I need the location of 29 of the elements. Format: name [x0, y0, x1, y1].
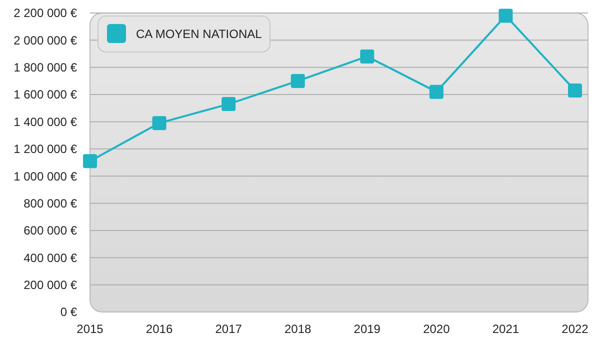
y-tick-label: 0 €	[60, 305, 78, 320]
y-tick-label: 1 000 000 €	[14, 169, 78, 184]
y-tick-label: 1 800 000 €	[14, 60, 78, 75]
y-tick-label: 2 000 000 €	[14, 33, 78, 48]
y-tick-label: 1 200 000 €	[14, 142, 78, 156]
point	[222, 97, 236, 112]
legend-label: CA MOYEN NATIONAL	[136, 27, 262, 42]
point	[83, 154, 97, 168]
x-tick-label: 2020	[423, 322, 450, 336]
x-tick-label: 2019	[354, 322, 381, 336]
point	[152, 116, 166, 130]
point	[429, 84, 444, 99]
y-tick-label: 1 400 000 €	[14, 114, 78, 129]
x-tick-label: 2015	[76, 322, 104, 336]
point	[290, 74, 305, 88]
point	[360, 49, 374, 64]
point	[498, 8, 513, 23]
x-tick-label: 2022	[562, 322, 589, 336]
y-tick-label: 1 600 000 €	[14, 88, 78, 102]
y-tick-label: 200 000 €	[24, 278, 78, 292]
x-tick-label: 2021	[492, 322, 520, 336]
y-tick-label: 600 000 €	[24, 224, 78, 238]
x-tick-label: 2018	[284, 322, 312, 336]
x-tick-label: 2016	[146, 322, 173, 336]
point	[568, 83, 582, 98]
y-tick-label: 2 200 000 €	[14, 6, 78, 20]
y-tick-label: 400 000 €	[24, 250, 78, 265]
y-tick-label: 800 000 €	[24, 196, 78, 210]
x-tick-label: 2017	[215, 322, 242, 336]
